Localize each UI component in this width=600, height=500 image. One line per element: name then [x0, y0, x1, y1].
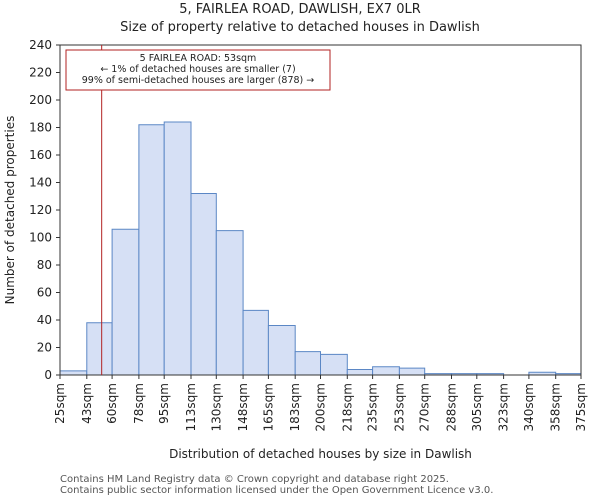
x-tick-label: 25sqm: [53, 383, 67, 424]
y-tick-label: 120: [29, 203, 52, 217]
x-tick-label: 218sqm: [340, 383, 354, 431]
x-tick-label: 165sqm: [261, 383, 275, 431]
x-tick-label: 288sqm: [444, 383, 458, 431]
annotation-line-3: 99% of semi-detached houses are larger (…: [82, 75, 315, 86]
y-tick-label: 140: [29, 176, 52, 190]
footer-copyright: Contains HM Land Registry data © Crown c…: [60, 474, 449, 485]
x-tick-label: 200sqm: [314, 383, 328, 431]
x-tick-label: 235sqm: [366, 383, 380, 431]
x-tick-label: 113sqm: [184, 383, 198, 431]
x-tick-label: 130sqm: [209, 383, 223, 431]
y-tick-label: 100: [29, 231, 52, 245]
x-tick-label: 340sqm: [522, 383, 536, 431]
x-tick-label: 375sqm: [574, 383, 588, 431]
histogram-bar: [190, 193, 217, 376]
y-tick-label: 180: [29, 121, 52, 135]
histogram-bar: [267, 325, 296, 376]
y-tick-label: 160: [29, 148, 52, 162]
y-axis-label: Number of detached properties: [3, 116, 17, 305]
histogram-bar: [398, 367, 426, 376]
y-tick-label: 0: [44, 368, 52, 382]
x-tick-label: 358sqm: [549, 383, 563, 431]
x-tick-label: 323sqm: [497, 383, 511, 431]
chart-title: 5, FAIRLEA ROAD, DAWLISH, EX7 0LR: [179, 2, 421, 17]
y-tick-label: 200: [29, 93, 52, 107]
x-tick-label: 95sqm: [157, 383, 171, 424]
footer-licence: Contains public sector information licen…: [60, 485, 494, 496]
histogram-bar: [111, 228, 140, 376]
histogram-bar: [59, 370, 88, 376]
x-tick-label: 43sqm: [80, 383, 94, 424]
x-axis-label: Distribution of detached houses by size …: [169, 447, 472, 461]
y-axis: 0 20 40 60 80 100 120 140 160 180 200 220 240: [29, 38, 60, 382]
histogram-bar: [163, 121, 192, 376]
y-tick-label: 40: [37, 313, 52, 327]
histogram-bar: [294, 351, 321, 376]
x-tick-label: 60sqm: [105, 383, 119, 424]
histogram-bar: [86, 322, 113, 376]
chart-subtitle: Size of property relative to detached ho…: [120, 20, 480, 35]
histogram-bar: [346, 369, 374, 376]
annotation-line-2: ← 1% of detached houses are smaller (7): [100, 64, 295, 75]
y-tick-label: 60: [37, 286, 52, 300]
x-tick-label: 183sqm: [288, 383, 302, 431]
annotation-box: 5 FAIRLEA ROAD: 53sqm ← 1% of detached h…: [65, 49, 331, 91]
y-tick-label: 80: [37, 258, 52, 272]
histogram-bar: [372, 366, 400, 376]
histogram-bar: [320, 353, 348, 376]
x-axis: 25sqm 43sqm 60sqm 78sqm 95sqm 113sqm 130sqm 148…: [53, 375, 588, 431]
x-tick-label: 148sqm: [236, 383, 250, 431]
x-tick-label: 305sqm: [470, 383, 484, 431]
y-tick-label: 240: [29, 38, 52, 52]
bars-group: [59, 121, 582, 376]
plot-frame: [59, 44, 582, 376]
y-tick-label: 220: [29, 66, 52, 80]
annotation-line-1: 5 FAIRLEA ROAD: 53sqm: [140, 53, 257, 64]
histogram-bar: [242, 309, 269, 376]
histogram-bar: [138, 124, 165, 376]
y-tick-label: 20: [37, 341, 52, 355]
x-tick-label: 78sqm: [132, 383, 146, 424]
histogram-bar: [215, 230, 244, 376]
x-tick-label: 270sqm: [418, 383, 432, 431]
x-tick-label: 253sqm: [392, 383, 406, 431]
